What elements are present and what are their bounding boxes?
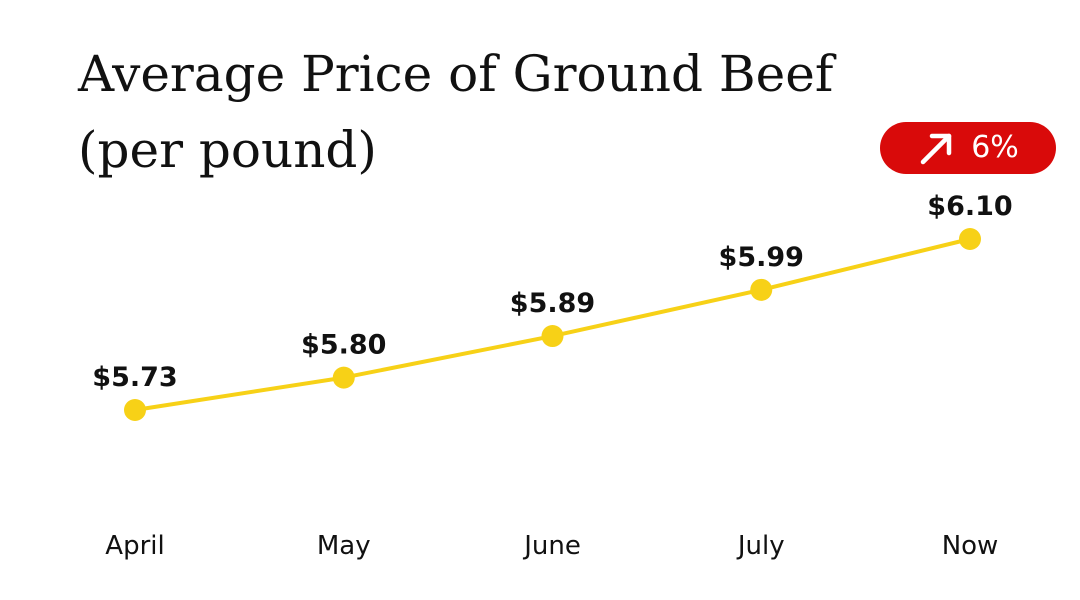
data-label-now: $6.10 [927,191,1012,222]
percent-change-badge: 6% [880,122,1056,174]
chart-title-line-1: Average Price of Ground Beef [78,45,834,103]
x-tick-label-april: April [105,531,164,561]
arrow-up-right-icon [920,133,952,165]
data-label-may: $5.80 [301,330,386,361]
data-point-may [332,366,355,389]
series-line [134,237,971,412]
percent-change-value: 6% [971,130,1019,165]
data-point-june [541,325,564,348]
chart-title-line-2: (per pound) [78,121,377,179]
data-label-june: $5.89 [510,288,595,319]
x-tick-label-may: May [317,531,371,561]
data-label-july: $5.99 [719,242,804,273]
data-label-april: $5.73 [92,362,177,393]
x-tick-label-now: Now [942,531,999,561]
x-tick-label-june: June [522,531,581,561]
data-point-now [959,228,981,250]
chart-title: Average Price of Ground Beef (per pound) [78,36,898,188]
data-point-july [750,278,773,301]
x-tick-label-july: July [736,531,785,561]
data-point-april [124,399,146,421]
